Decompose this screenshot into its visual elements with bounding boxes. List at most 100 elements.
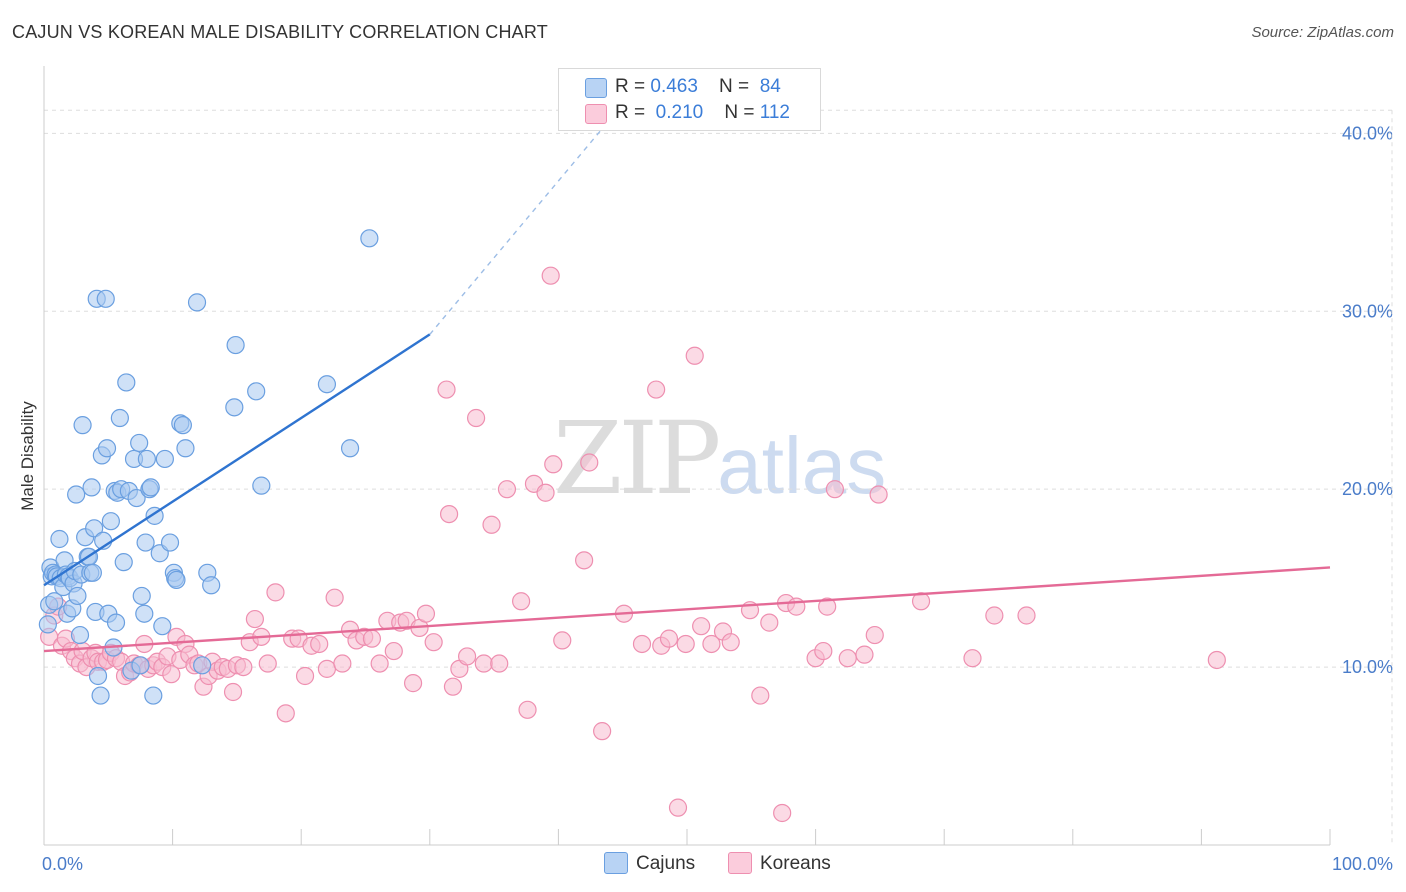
legend-cajun-n-value: 84 <box>759 76 781 97</box>
cajun-point <box>88 666 108 686</box>
korean-point <box>541 266 560 285</box>
korean-point <box>536 483 555 502</box>
cajun-point <box>70 625 90 645</box>
cajun-point <box>141 478 160 497</box>
korean-point <box>855 645 874 664</box>
korean-point <box>333 654 352 673</box>
korean-point <box>721 633 740 652</box>
korean-point <box>474 654 493 673</box>
korean-point <box>676 634 695 654</box>
legend-korean-n-label: N = <box>724 102 760 123</box>
x-tick-label-min: 0.0% <box>42 854 83 874</box>
korean-point <box>258 654 277 673</box>
korean-swatch <box>585 104 607 124</box>
korean-point <box>370 654 389 673</box>
cajun-point <box>45 592 64 611</box>
y-tick-label: 40.0% <box>1342 123 1393 143</box>
korean-point <box>457 647 477 666</box>
cajun-point <box>73 416 92 435</box>
korean-point <box>963 649 982 668</box>
legend-cajun-r-value: 0.463 <box>650 76 698 97</box>
cajun-point <box>137 449 156 469</box>
cajun-point <box>82 478 101 497</box>
cajun-point <box>173 416 192 435</box>
cajun-point <box>131 656 150 675</box>
cajun-point <box>85 519 104 538</box>
korean-point <box>424 633 443 652</box>
chart-source: Source: ZipAtlas.com <box>1251 24 1394 41</box>
korean-point <box>362 629 382 648</box>
cajun-point <box>160 533 180 552</box>
korean-point <box>692 617 711 636</box>
cajun-point <box>252 476 271 495</box>
korean-point <box>685 346 704 365</box>
korean-point <box>632 634 652 654</box>
korean-point <box>825 480 844 499</box>
korean-point <box>518 700 537 719</box>
cajun-point <box>97 439 117 458</box>
korean-point <box>403 674 423 693</box>
cajun-point <box>340 439 360 458</box>
legend-cajun-r-label: R = <box>615 76 651 97</box>
y-tick-label: 10.0% <box>1342 657 1393 677</box>
korean-point <box>553 631 572 650</box>
cajun-point <box>193 656 212 675</box>
cajun-point <box>144 686 163 705</box>
y-tick-label: 20.0% <box>1342 479 1393 499</box>
cajun-point <box>110 408 129 428</box>
korean-point <box>751 686 770 705</box>
bottom-cajun-swatch <box>604 852 628 874</box>
cajun-point <box>96 289 115 308</box>
cajun-swatch <box>585 78 607 98</box>
cajun-point <box>132 586 151 606</box>
korean-point <box>443 677 463 696</box>
korean-point <box>490 654 509 673</box>
cajun-point <box>225 398 244 417</box>
cajun-point <box>67 485 86 504</box>
cajun-point <box>114 553 133 572</box>
legend-korean-r-value: 0.210 <box>655 102 704 123</box>
cajun-point <box>68 586 87 606</box>
korean-point <box>659 629 679 648</box>
cajun-trend-extension <box>429 88 637 335</box>
korean-point <box>985 606 1004 625</box>
cajun-point <box>135 604 154 623</box>
korean-point <box>668 798 688 817</box>
korean-point <box>223 682 243 702</box>
cajun-point <box>91 686 110 705</box>
korean-point <box>416 604 436 623</box>
korean-point <box>702 634 721 654</box>
cajun-point <box>106 613 126 632</box>
legend-cajun-text: R = 0.463 N = 84 <box>615 76 781 98</box>
cajun-point <box>50 529 69 549</box>
korean-point <box>575 551 594 570</box>
korean-point <box>911 592 931 611</box>
korean-point <box>1207 650 1226 670</box>
korean-point <box>580 453 599 472</box>
cajun-point <box>136 533 155 552</box>
cajun-point <box>83 563 102 582</box>
korean-point <box>865 625 884 645</box>
legend-korean-text: R = 0.210 N = 112 <box>615 102 790 124</box>
cajun-point <box>130 433 149 453</box>
korean-point <box>647 380 666 399</box>
cajun-point <box>117 373 136 392</box>
correlation-legend: R = 0.463 N = 84 R = 0.210 N = 112 <box>558 68 821 131</box>
legend-korean-n-value: 112 <box>759 102 790 123</box>
cajun-point <box>247 382 266 401</box>
cajun-point <box>226 335 245 355</box>
bottom-cajun-label: Cajuns <box>636 853 696 874</box>
cajun-point <box>127 488 146 508</box>
korean-point <box>310 634 329 654</box>
korean-point <box>593 722 612 741</box>
cajun-point <box>176 439 195 458</box>
korean-point <box>869 485 888 504</box>
y-tick-label: 30.0% <box>1342 301 1393 321</box>
legend-cajun-n-label: N = <box>719 76 755 97</box>
bottom-korean-label: Koreans <box>760 853 831 874</box>
korean-point <box>162 665 181 684</box>
korean-point <box>482 515 501 534</box>
cajun-point <box>202 576 221 595</box>
cajun-point <box>38 615 57 634</box>
